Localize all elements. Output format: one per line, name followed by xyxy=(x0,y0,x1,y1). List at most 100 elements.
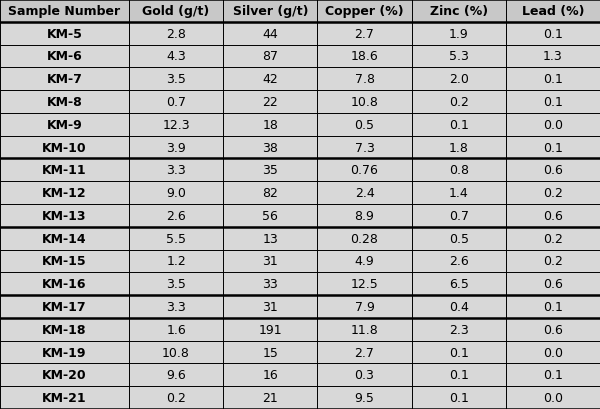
Text: 3.5: 3.5 xyxy=(166,278,186,290)
Bar xyxy=(223,114,317,136)
Text: 1.4: 1.4 xyxy=(449,187,469,200)
Bar xyxy=(317,318,412,341)
Text: 2.0: 2.0 xyxy=(449,73,469,86)
Text: 31: 31 xyxy=(262,300,278,313)
Text: KM-20: KM-20 xyxy=(42,369,87,382)
Text: 44: 44 xyxy=(262,27,278,40)
Text: 18: 18 xyxy=(262,119,278,131)
Text: 2.3: 2.3 xyxy=(449,323,469,336)
Bar xyxy=(129,23,223,45)
Bar xyxy=(317,91,412,114)
Text: 16: 16 xyxy=(262,369,278,382)
Bar xyxy=(0,45,129,68)
Bar xyxy=(412,136,506,159)
Bar xyxy=(129,318,223,341)
Bar xyxy=(0,0,129,23)
Bar xyxy=(317,227,412,250)
Text: 0.7: 0.7 xyxy=(449,209,469,222)
Text: 18.6: 18.6 xyxy=(350,50,379,63)
Text: 0.8: 0.8 xyxy=(449,164,469,177)
Text: KM-16: KM-16 xyxy=(42,278,87,290)
Bar xyxy=(317,295,412,318)
Text: 0.6: 0.6 xyxy=(543,164,563,177)
Text: 0.5: 0.5 xyxy=(355,119,374,131)
Text: 31: 31 xyxy=(262,255,278,268)
Text: 0.6: 0.6 xyxy=(543,323,563,336)
Text: 9.6: 9.6 xyxy=(166,369,186,382)
Text: 8.9: 8.9 xyxy=(355,209,374,222)
Bar xyxy=(223,250,317,273)
Bar xyxy=(223,204,317,227)
Bar xyxy=(506,159,600,182)
Text: 15: 15 xyxy=(262,346,278,359)
Bar xyxy=(317,136,412,159)
Text: KM-12: KM-12 xyxy=(42,187,87,200)
Bar xyxy=(223,364,317,386)
Text: 9.0: 9.0 xyxy=(166,187,186,200)
Bar xyxy=(0,159,129,182)
Text: KM-7: KM-7 xyxy=(47,73,82,86)
Text: 21: 21 xyxy=(262,391,278,404)
Bar xyxy=(0,386,129,409)
Bar xyxy=(129,341,223,364)
Text: KM-19: KM-19 xyxy=(42,346,87,359)
Text: 12.5: 12.5 xyxy=(350,278,379,290)
Bar xyxy=(129,136,223,159)
Text: 2.6: 2.6 xyxy=(449,255,469,268)
Text: 6.5: 6.5 xyxy=(449,278,469,290)
Text: 0.5: 0.5 xyxy=(449,232,469,245)
Text: Silver (g/t): Silver (g/t) xyxy=(233,5,308,18)
Bar xyxy=(506,0,600,23)
Text: 0.1: 0.1 xyxy=(543,73,563,86)
Text: 3.5: 3.5 xyxy=(166,73,186,86)
Bar xyxy=(506,273,600,295)
Text: 13: 13 xyxy=(262,232,278,245)
Bar xyxy=(317,45,412,68)
Text: 5.5: 5.5 xyxy=(166,232,186,245)
Text: KM-17: KM-17 xyxy=(42,300,87,313)
Bar xyxy=(0,182,129,204)
Text: 56: 56 xyxy=(262,209,278,222)
Bar xyxy=(317,23,412,45)
Bar xyxy=(506,295,600,318)
Text: 0.1: 0.1 xyxy=(543,369,563,382)
Text: Copper (%): Copper (%) xyxy=(325,5,404,18)
Bar xyxy=(412,250,506,273)
Bar xyxy=(129,45,223,68)
Bar xyxy=(412,45,506,68)
Bar xyxy=(0,114,129,136)
Text: Zinc (%): Zinc (%) xyxy=(430,5,488,18)
Bar xyxy=(0,273,129,295)
Bar xyxy=(223,136,317,159)
Bar xyxy=(506,114,600,136)
Bar xyxy=(129,114,223,136)
Text: 0.7: 0.7 xyxy=(166,96,186,109)
Bar xyxy=(129,0,223,23)
Bar xyxy=(506,182,600,204)
Text: KM-10: KM-10 xyxy=(42,141,87,154)
Text: KM-15: KM-15 xyxy=(42,255,87,268)
Bar xyxy=(506,91,600,114)
Bar xyxy=(317,341,412,364)
Text: 0.28: 0.28 xyxy=(350,232,379,245)
Bar xyxy=(506,364,600,386)
Text: 0.6: 0.6 xyxy=(543,209,563,222)
Text: 0.4: 0.4 xyxy=(449,300,469,313)
Text: 2.7: 2.7 xyxy=(355,346,374,359)
Bar xyxy=(0,204,129,227)
Bar xyxy=(223,91,317,114)
Text: 7.9: 7.9 xyxy=(355,300,374,313)
Bar xyxy=(129,227,223,250)
Bar xyxy=(506,250,600,273)
Text: 1.6: 1.6 xyxy=(166,323,186,336)
Text: 0.1: 0.1 xyxy=(449,369,469,382)
Bar xyxy=(0,136,129,159)
Text: 12.3: 12.3 xyxy=(162,119,190,131)
Bar xyxy=(317,0,412,23)
Text: KM-18: KM-18 xyxy=(42,323,87,336)
Bar xyxy=(129,273,223,295)
Text: 4.3: 4.3 xyxy=(166,50,186,63)
Text: KM-8: KM-8 xyxy=(47,96,82,109)
Bar xyxy=(223,0,317,23)
Text: KM-21: KM-21 xyxy=(42,391,87,404)
